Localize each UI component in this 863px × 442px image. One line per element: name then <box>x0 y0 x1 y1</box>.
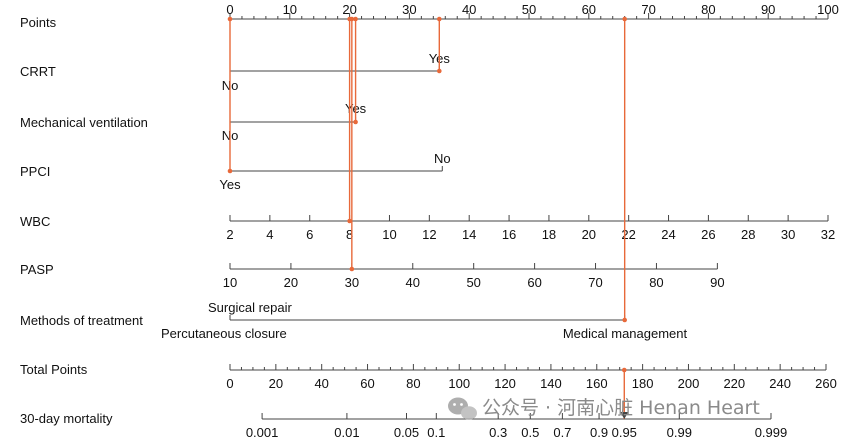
wbc-tick-label: 14 <box>462 227 476 242</box>
wechat-eye <box>453 403 456 406</box>
total-points-tick-label: 200 <box>678 376 700 391</box>
total-points-tick-label: 180 <box>632 376 654 391</box>
wbc-tick-label: 26 <box>701 227 715 242</box>
wbc-tick-label: 4 <box>266 227 273 242</box>
crrt-indicator-dot <box>437 68 442 74</box>
scale-6-category-label: Medical management <box>563 326 688 341</box>
mortality-tick-label: 0.05 <box>394 425 419 440</box>
wbc-tick-label: 18 <box>542 227 556 242</box>
ventilation-indicator-dot <box>353 16 358 22</box>
wbc-tick-label: 2 <box>226 227 233 242</box>
points-tick-label: 40 <box>462 2 476 17</box>
pasp-tick-label: 30 <box>345 275 359 290</box>
pasp-tick-label: 70 <box>588 275 602 290</box>
mortality-tick-label: 0.95 <box>612 425 637 440</box>
wbc-tick-label: 22 <box>621 227 635 242</box>
ventilation-indicator-dot <box>353 119 358 125</box>
mortality-tick-label: 0.01 <box>334 425 359 440</box>
wbc-tick-label: 8 <box>346 227 353 242</box>
mortality-tick-label: 0.001 <box>246 425 279 440</box>
wbc-tick-label: 16 <box>502 227 516 242</box>
total-points-tick-label: 140 <box>540 376 562 391</box>
total-points-dot <box>621 367 627 373</box>
total-points-tick-label: 100 <box>448 376 470 391</box>
points-tick-label: 90 <box>761 2 775 17</box>
pasp-tick-label: 90 <box>710 275 724 290</box>
example-patient-lines <box>227 16 629 419</box>
mortality-tick-label: 0.99 <box>667 425 692 440</box>
pasp-tick-label: 50 <box>466 275 480 290</box>
mortality-tick-label: 0.9 <box>590 425 608 440</box>
row-label-2: Mechanical ventilation <box>20 115 148 130</box>
points-tick-label: 100 <box>817 2 839 17</box>
wechat-icon <box>448 397 477 420</box>
mortality-tick-label: 0.1 <box>427 425 445 440</box>
points-tick-label: 10 <box>283 2 297 17</box>
ppci-indicator-dot <box>227 16 233 22</box>
pasp-tick-label: 60 <box>527 275 541 290</box>
row-label-5: PASP <box>20 262 54 277</box>
row-label-1: CRRT <box>20 64 56 79</box>
scale-6-category-label: Percutaneous closure <box>161 326 287 341</box>
mortality-tick-label: 0.5 <box>521 425 539 440</box>
pasp-indicator-dot <box>349 266 355 272</box>
row-label-4: WBC <box>20 214 50 229</box>
watermark: 公众号 · 河南心脏 Henan Heart <box>448 397 760 420</box>
treatment-indicator-dot <box>622 317 627 323</box>
total-points-tick-label: 240 <box>769 376 791 391</box>
scales-layer: Points CRRT Mechanical ventilation PPCI WBC P… <box>20 2 839 440</box>
row-label-7: Total Points <box>20 362 88 377</box>
row-label-3: PPCI <box>20 164 50 179</box>
total-points-tick-label: 220 <box>723 376 745 391</box>
points-tick-label: 70 <box>641 2 655 17</box>
mortality-tick-label: 0.999 <box>755 425 788 440</box>
total-points-tick-label: 260 <box>815 376 837 391</box>
scale-3-category-label: No <box>434 151 451 166</box>
total-points-tick-label: 160 <box>586 376 608 391</box>
crrt-indicator-dot <box>437 16 442 22</box>
wbc-tick-label: 12 <box>422 227 436 242</box>
wechat-bubble-small <box>461 406 477 420</box>
wbc-tick-label: 28 <box>741 227 755 242</box>
pasp-tick-label: 40 <box>406 275 420 290</box>
wechat-eye <box>460 403 463 406</box>
row-label-8: 30-day mortality <box>20 411 113 426</box>
pasp-indicator-dot <box>349 16 355 22</box>
pasp-tick-label: 10 <box>223 275 237 290</box>
mortality-arrow-icon <box>620 412 629 419</box>
wbc-tick-label: 32 <box>821 227 835 242</box>
wbc-tick-label: 24 <box>661 227 675 242</box>
treatment-indicator-dot <box>622 16 627 22</box>
points-tick-label: 60 <box>582 2 596 17</box>
row-label-0: Points <box>20 15 57 30</box>
scale-6-category-label: Surgical repair <box>208 300 292 315</box>
total-points-tick-label: 60 <box>360 376 374 391</box>
total-points-tick-label: 40 <box>314 376 328 391</box>
watermark-text: 公众号 · 河南心脏 Henan Heart <box>482 397 760 419</box>
wbc-tick-label: 10 <box>382 227 396 242</box>
points-tick-label: 50 <box>522 2 536 17</box>
wbc-indicator-dot <box>347 218 352 224</box>
total-points-tick-label: 120 <box>494 376 516 391</box>
points-tick-label: 20 <box>342 2 356 17</box>
total-points-tick-label: 20 <box>269 376 283 391</box>
points-tick-label: 30 <box>402 2 416 17</box>
mortality-tick-label: 0.3 <box>489 425 507 440</box>
points-tick-label: 0 <box>226 2 233 17</box>
row-label-6: Methods of treatment <box>20 313 143 328</box>
ppci-indicator-dot <box>227 168 233 174</box>
pasp-tick-label: 20 <box>284 275 298 290</box>
total-points-tick-label: 80 <box>406 376 420 391</box>
wbc-tick-label: 30 <box>781 227 795 242</box>
wbc-tick-label: 20 <box>582 227 596 242</box>
scale-3-category-label: Yes <box>219 177 241 192</box>
points-tick-label: 80 <box>701 2 715 17</box>
total-points-tick-label: 0 <box>226 376 233 391</box>
wbc-tick-label: 6 <box>306 227 313 242</box>
pasp-tick-label: 80 <box>649 275 663 290</box>
mortality-tick-label: 0.7 <box>553 425 571 440</box>
